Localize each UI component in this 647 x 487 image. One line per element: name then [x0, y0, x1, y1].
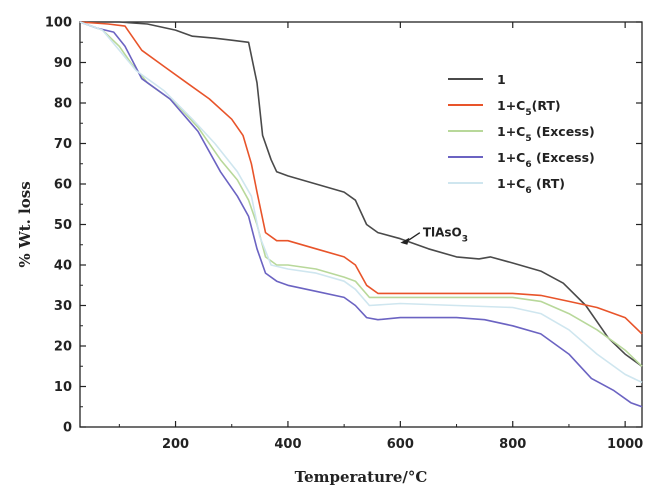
legend-label-5: 1+C6 (RT) [497, 176, 565, 196]
x-tick-label: 600 [387, 437, 414, 452]
y-tick-label: 60 [54, 178, 72, 193]
series-line-4 [79, 21, 643, 408]
legend-label-3: 1+C5 (Excess) [497, 124, 595, 144]
x-tick-label: 200 [162, 437, 189, 452]
annotations: TlAsO3 [400, 226, 468, 245]
annotation-arrowhead [400, 237, 410, 245]
series-line-3 [79, 21, 643, 367]
legend-label-4-suffix: (Excess) [532, 150, 595, 165]
plot-frame [79, 21, 643, 428]
series-line-5 [79, 21, 643, 384]
y-tick-label: 50 [54, 218, 72, 233]
y-tick-label: 0 [63, 421, 72, 436]
legend-label-5-sub: 6 [525, 186, 531, 196]
legend-label-3-suffix: (Excess) [532, 124, 595, 139]
annotation-label: TlAsO3 [423, 226, 468, 245]
series-line-2 [79, 21, 643, 335]
y-tick-label: 80 [54, 97, 72, 112]
x-tick-label: 1000 [607, 437, 643, 452]
y-tick-label: 40 [54, 259, 72, 274]
y-tick-label: 30 [54, 299, 72, 314]
legend-label-2-sub: 5 [525, 108, 531, 118]
legend-label-3-sub: 5 [525, 134, 531, 144]
y-tick-label: 90 [54, 56, 72, 71]
legend-label-4-base: 1+C [497, 150, 525, 165]
series-lines [79, 21, 643, 408]
legend-label-2-suffix: (RT) [532, 98, 561, 113]
y-tick-label: 20 [54, 340, 72, 355]
x-axis-title: Temperature/°C [295, 468, 428, 486]
legend-label-5-base: 1+C [497, 176, 525, 191]
annotation-label-base: TlAsO [423, 226, 462, 240]
y-tick-label: 100 [45, 16, 72, 31]
legend-label-2: 1+C5(RT) [497, 98, 561, 118]
y-tick-label: 10 [54, 380, 72, 395]
x-tick-label: 800 [499, 437, 526, 452]
legend-label-1: 1 [497, 72, 506, 87]
legend-label-4: 1+C6 (Excess) [497, 150, 595, 170]
legend-label-1-base: 1 [497, 72, 506, 87]
y-tick-label: 70 [54, 137, 72, 152]
annotation-label-sub: 3 [462, 235, 468, 245]
axes: 200 400 600 800 1000 0 10 20 30 40 50 60 70 80 90 100 [45, 16, 643, 453]
legend-label-2-base: 1+C [497, 98, 525, 113]
legend-label-3-base: 1+C [497, 124, 525, 139]
y-axis-title: % Wt. loss [16, 181, 34, 267]
legend-label-4-sub: 6 [525, 160, 531, 170]
axis-titles: Temperature/°C % Wt. loss [16, 181, 427, 486]
legend-label-5-suffix: (RT) [532, 176, 565, 191]
x-tick-label: 400 [274, 437, 301, 452]
series-line-1 [80, 21, 643, 367]
legend: 11+C5(RT)1+C5 (Excess)1+C6 (Excess)1+C6 … [448, 72, 595, 196]
